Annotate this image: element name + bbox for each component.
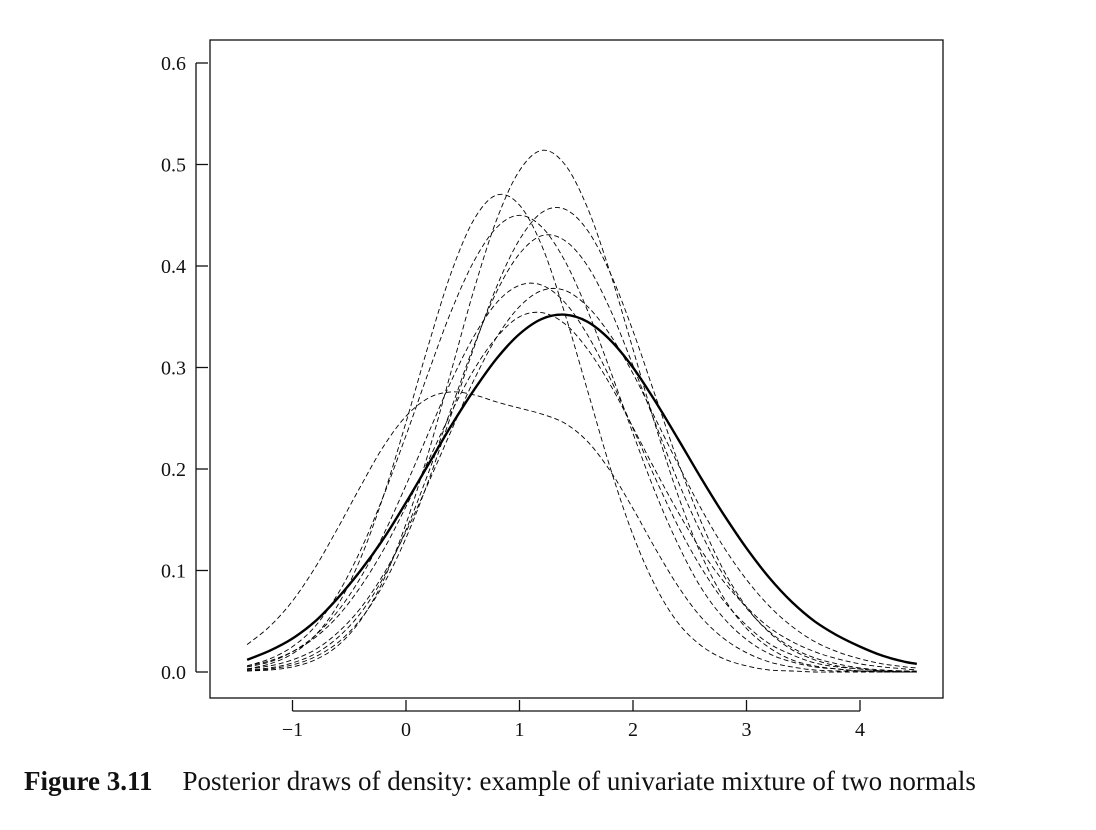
- x-tick-label: 1: [515, 719, 525, 741]
- posterior-draw-line: [247, 311, 917, 671]
- y-tick-label: 0.1: [161, 561, 186, 583]
- posterior-draw-line: [247, 234, 917, 672]
- figure-number: Figure 3.11: [24, 766, 153, 796]
- x-tick-label: 0: [401, 719, 411, 741]
- posterior-draw-line: [246, 214, 917, 673]
- posterior-draw-line: [246, 391, 917, 673]
- posterior-draw-line: [247, 282, 917, 673]
- y-tick-label: 0.4: [161, 256, 186, 278]
- x-tick-label: 3: [742, 719, 752, 741]
- y-tick-label: 0.2: [161, 459, 186, 481]
- plot-frame: [209, 39, 944, 699]
- y-tick-label: 0.0: [161, 662, 186, 684]
- posterior-draw-line: [247, 287, 917, 670]
- x-tick-label: 4: [855, 719, 865, 741]
- posterior-draw-line: [247, 206, 917, 673]
- posterior-draw-line: [246, 193, 917, 673]
- y-tick-label: 0.3: [161, 358, 186, 380]
- x-axis: −1 0 1 2 3 4: [282, 700, 865, 741]
- series-layer: [246, 149, 918, 673]
- x-tick-label: 2: [628, 719, 638, 741]
- figure-caption: Figure 3.11 Posterior draws of density: e…: [24, 766, 976, 797]
- caption-text: Posterior draws of density: example of u…: [182, 766, 976, 796]
- true-density-line: [246, 313, 918, 666]
- y-tick-label: 0.6: [161, 53, 186, 75]
- y-tick-label: 0.5: [161, 155, 186, 177]
- posterior-draw-line: [247, 149, 917, 673]
- x-tick-label: −1: [282, 719, 303, 741]
- density-chart: 0.0 0.1 0.2 0.3 0.4 0.5 0.6 −1 0 1 2 3 4: [161, 39, 944, 741]
- y-axis: 0.0 0.1 0.2 0.3 0.4 0.5 0.6: [161, 53, 208, 684]
